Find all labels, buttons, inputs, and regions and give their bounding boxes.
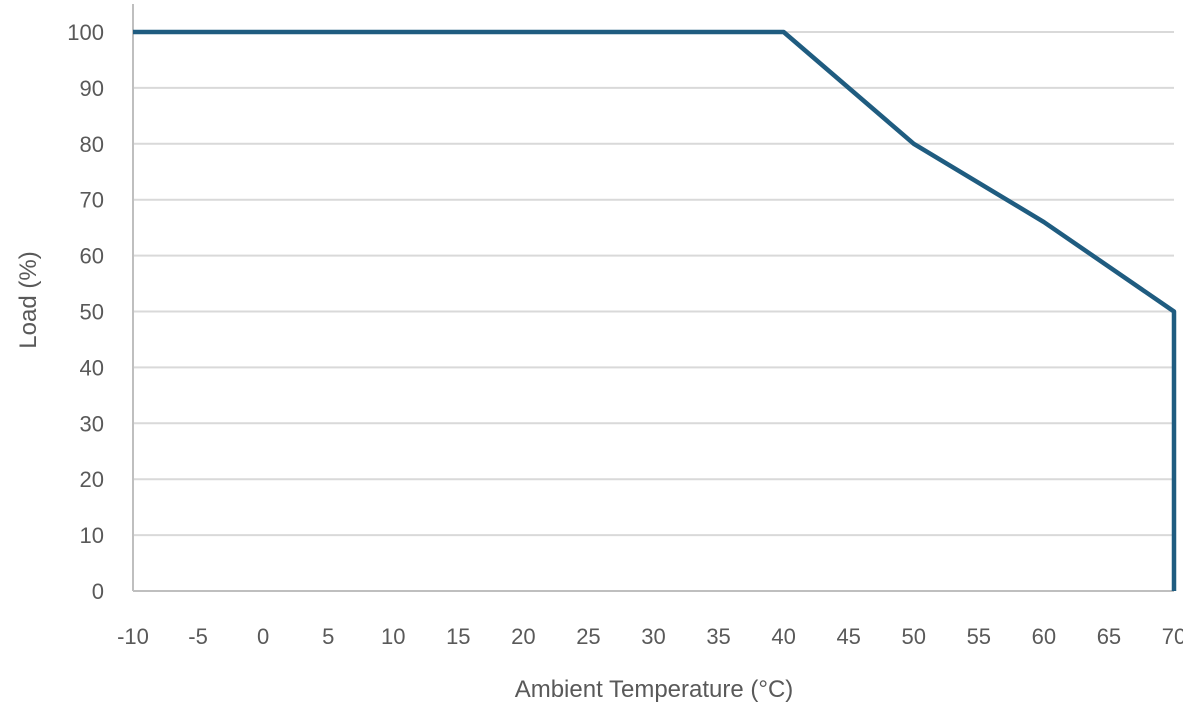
x-tick-label-30: 30: [641, 624, 665, 649]
x-tick-label-45: 45: [836, 624, 860, 649]
y-tick-label-100: 100: [67, 20, 104, 45]
y-tick-label-80: 80: [80, 132, 104, 157]
y-tick-label-30: 30: [80, 411, 104, 436]
series-layer: [133, 29, 1177, 591]
x-tick-label-5: 5: [322, 624, 334, 649]
x-tick-label-25: 25: [576, 624, 600, 649]
x-tick-label-0: 0: [257, 624, 269, 649]
y-tick-label-50: 50: [80, 300, 104, 325]
y-tick-label-60: 60: [80, 244, 104, 269]
x-tick-label-60: 60: [1032, 624, 1056, 649]
y-tick-labels: 0 10 20 30 40 50 60 70 80 90 100: [67, 20, 104, 604]
x-axis-title: Ambient Temperature (°C): [515, 676, 794, 703]
y-tick-label-70: 70: [80, 188, 104, 213]
x-tick-label--10: -10: [117, 624, 149, 649]
axes: [132, 4, 1174, 592]
x-tick-label-70: 70: [1162, 624, 1183, 649]
x-tick-label-35: 35: [706, 624, 730, 649]
y-tick-label-20: 20: [80, 467, 104, 492]
y-tick-label-40: 40: [80, 355, 104, 380]
x-tick-label-10: 10: [381, 624, 405, 649]
x-tick-label-50: 50: [902, 624, 926, 649]
gridlines: [133, 31, 1174, 537]
x-tick-labels: -10 -5 0 5 10 15 20 25 30 35 40 45 50 55 60 65 70: [117, 624, 1183, 649]
x-tick-label-65: 65: [1097, 624, 1121, 649]
x-tick-label-20: 20: [511, 624, 535, 649]
y-tick-label-90: 90: [80, 76, 104, 101]
series-line-1: [133, 29, 1177, 591]
y-tick-label-10: 10: [80, 523, 104, 548]
x-tick-label-15: 15: [446, 624, 470, 649]
x-tick-label-55: 55: [967, 624, 991, 649]
x-tick-label-40: 40: [771, 624, 795, 649]
x-tick-label--5: -5: [188, 624, 208, 649]
y-tick-label-0: 0: [92, 579, 104, 604]
y-axis-title: Load (%): [15, 251, 42, 348]
